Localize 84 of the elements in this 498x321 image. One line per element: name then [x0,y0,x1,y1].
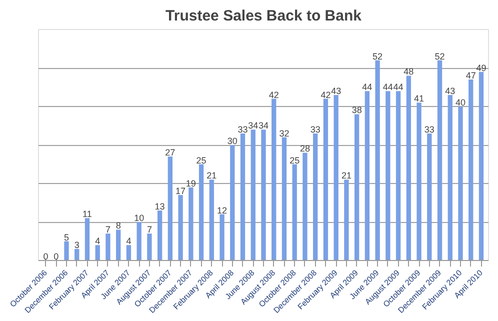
data-label: 44 [393,82,404,92]
bar [334,94,338,260]
bar [437,60,442,260]
data-label: 12 [217,205,228,216]
bar [396,91,401,260]
bar [64,241,69,260]
data-label: 34 [258,120,269,131]
bar [292,164,297,260]
bar [364,91,370,260]
bar [416,102,422,260]
data-label: 4 [95,236,100,246]
data-label: 11 [82,209,92,220]
bar [375,60,380,260]
data-label: 33 [238,124,248,134]
data-label: 32 [279,128,290,138]
data-label: 21 [341,170,352,181]
bar [468,80,474,260]
data-label: 48 [404,66,414,77]
bar [282,137,287,260]
data-label: 3 [74,240,80,250]
data-label: 43 [331,86,342,96]
bar [116,230,121,260]
bar [323,98,328,260]
data-label: 52 [372,51,383,62]
bar [168,156,173,260]
chart-title: Trustee Sales Back to Bank [166,8,362,24]
data-label: 43 [445,86,456,96]
data-label: 10 [134,213,144,223]
data-label: 13 [154,201,165,212]
bar [261,130,266,260]
bar [458,106,463,260]
data-label: 40 [456,98,466,108]
bar [84,218,90,260]
data-label: 49 [476,62,486,73]
data-label: 17 [176,186,186,196]
data-label: 28 [300,144,310,154]
bar [157,210,162,260]
data-label: 42 [268,90,279,100]
data-label: 41 [414,94,424,104]
bar [198,164,204,260]
bar [240,133,246,260]
data-label: 0 [54,252,59,262]
data-label: 4 [126,236,132,246]
data-label: 0 [43,252,48,262]
data-label: 47 [466,70,476,81]
bar [136,222,142,260]
bar [230,145,235,260]
data-label: 8 [116,220,121,231]
bar [250,130,256,260]
bar [126,245,132,260]
data-label: 7 [105,224,110,235]
bar [220,214,224,260]
bar [302,152,308,260]
data-label: 44 [362,82,372,92]
data-label: 33 [310,124,320,134]
data-label: 21 [206,170,217,181]
data-label: 38 [352,105,362,116]
bar [106,234,110,260]
bar [478,72,484,260]
bar [448,94,452,260]
data-label: 34 [248,120,258,131]
data-label: 25 [196,155,206,166]
data-label: 52 [434,51,445,62]
bar [95,245,100,260]
bar [209,180,214,260]
data-label: 30 [227,136,238,146]
data-label: 44 [382,82,393,92]
data-label: 25 [290,155,300,166]
data-label: 33 [424,124,434,134]
data-label: 42 [320,90,331,100]
bar [344,180,349,260]
bar [178,195,183,260]
data-label: 7 [146,224,152,235]
bar [406,76,411,260]
bar [147,234,152,260]
bar [386,91,390,260]
data-label: 27 [165,148,176,158]
bar [272,98,276,260]
data-label: 5 [64,232,70,242]
bar [313,133,318,260]
bar [354,114,360,260]
bar [427,133,432,260]
bar [188,187,194,260]
data-label: 19 [186,178,196,188]
